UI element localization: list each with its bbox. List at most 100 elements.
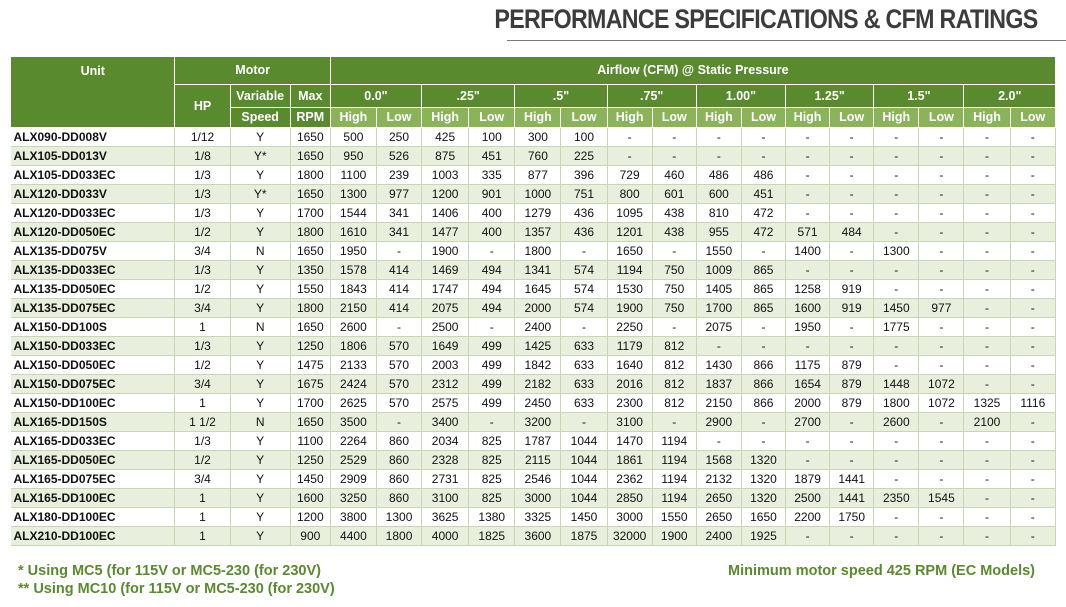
cfm-high-cell: - xyxy=(963,526,1011,546)
unit-cell: ALX120-DD033V xyxy=(10,184,176,204)
cfm-high-cell: - xyxy=(695,127,742,147)
cfm-high-cell: 2003 xyxy=(421,355,470,375)
cfm-low-cell: 919 xyxy=(829,298,875,318)
cfm-low-cell: 633 xyxy=(560,374,608,394)
cfm-high-cell: 1806 xyxy=(329,336,377,356)
cfm-low-cell: 865 xyxy=(740,260,787,280)
cfm-low-cell: 977 xyxy=(918,298,965,318)
cfm-low-cell: - xyxy=(560,412,608,432)
cfm-high-cell: - xyxy=(785,526,831,546)
cfm-low-cell: - xyxy=(651,127,697,147)
cfm-low-cell: 1194 xyxy=(651,450,697,470)
cfm-high-cell: - xyxy=(963,298,1011,318)
cfm-high-cell: 1258 xyxy=(785,279,831,299)
cfm-high-cell: 1300 xyxy=(873,241,920,261)
cfm-high-cell: 2150 xyxy=(695,393,742,413)
cfm-low-cell: 750 xyxy=(651,298,697,318)
cfm-low-cell: 570 xyxy=(375,336,423,356)
cfm-low-cell: - xyxy=(829,241,875,261)
cfm-high-cell: 2450 xyxy=(514,393,562,413)
cfm-low-cell: 901 xyxy=(468,184,516,204)
cfm-low-cell: 436 xyxy=(560,222,608,242)
cfm-high-cell: 2016 xyxy=(606,374,653,394)
cfm-high-cell: 2182 xyxy=(514,374,562,394)
table-row: ALX165-DD100EC 1 Y 1600 3250 860 3100 825 3000 10… xyxy=(10,488,1057,508)
cfm-high-cell: 2250 xyxy=(606,317,653,337)
cfm-high-cell: 2731 xyxy=(421,469,470,489)
table-row: ALX150-DD100S 1 N 1650 2600-2500-2400-2250-2… xyxy=(10,317,1057,337)
max-rpm-cell: 1475 xyxy=(289,355,331,375)
cfm-low-cell: 1072 xyxy=(918,393,965,413)
variable-speed-cell: Y xyxy=(229,488,291,508)
variable-speed-cell: Y xyxy=(229,298,291,318)
cfm-low-cell: 414 xyxy=(375,298,423,318)
cfm-low-cell: - xyxy=(740,317,787,337)
hp-cell: 1/3 xyxy=(174,184,231,204)
cfm-low-cell: 1044 xyxy=(560,450,608,470)
cfm-low-cell: 499 xyxy=(468,374,516,394)
cfm-high-cell: 1000 xyxy=(514,184,562,204)
cfm-low-cell: - xyxy=(1009,260,1057,280)
cfm-low-cell: 860 xyxy=(375,469,423,489)
hp-cell: 1 xyxy=(174,526,231,546)
max-rpm-cell: 1550 xyxy=(289,279,331,299)
cfm-high-cell: - xyxy=(963,146,1011,166)
variable-speed-cell: N xyxy=(229,317,291,337)
cfm-low-cell: - xyxy=(1009,450,1057,470)
cfm-high-cell: 1341 xyxy=(514,260,562,280)
cfm-low-cell: - xyxy=(918,241,965,261)
cfm-low-cell: 451 xyxy=(468,146,516,166)
footnote-min-motor-speed: Minimum motor speed 425 RPM (EC Models) xyxy=(728,563,1035,579)
title-divider xyxy=(507,40,1066,41)
cfm-low-cell: 570 xyxy=(375,374,423,394)
cfm-high-cell: 1645 xyxy=(514,279,562,299)
unit-cell: ALX105-DD033EC xyxy=(10,165,176,185)
hp-cell: 1/2 xyxy=(174,355,231,375)
cfm-high-cell: 1470 xyxy=(606,431,653,451)
table-row: ALX120-DD033V 1/3 Y* 1650 1300 977 1200 901 1000… xyxy=(10,184,1057,204)
variable-speed-cell: Y xyxy=(229,469,291,489)
table-row: ALX120-DD050EC 1/2 Y 1800 1610 341 1477 400 1357… xyxy=(10,222,1057,242)
header-low: Low xyxy=(918,107,965,128)
cfm-low-cell: - xyxy=(829,260,875,280)
variable-speed-cell: Y xyxy=(229,393,291,413)
cfm-high-cell: 2909 xyxy=(329,469,377,489)
cfm-low-cell: - xyxy=(1009,279,1057,299)
cfm-high-cell: 1578 xyxy=(329,260,377,280)
header-pressure: .25" xyxy=(421,84,516,108)
cfm-high-cell: 2000 xyxy=(785,393,831,413)
cfm-low-cell: - xyxy=(740,336,787,356)
cfm-high-cell: 1800 xyxy=(873,393,920,413)
cfm-high-cell: 3500 xyxy=(329,412,377,432)
cfm-high-cell: 2264 xyxy=(329,431,377,451)
unit-cell: ALX135-DD050EC xyxy=(10,279,176,299)
cfm-low-cell: - xyxy=(918,355,965,375)
cfm-low-cell: 825 xyxy=(468,431,516,451)
cfm-high-cell: - xyxy=(695,431,742,451)
cfm-low-cell: - xyxy=(1009,431,1057,451)
cfm-low-cell: - xyxy=(1009,317,1057,337)
cfm-high-cell: 2529 xyxy=(329,450,377,470)
cfm-low-cell: - xyxy=(1009,336,1057,356)
cfm-low-cell: 750 xyxy=(651,279,697,299)
cfm-high-cell: 800 xyxy=(606,184,653,204)
hp-cell: 1/12 xyxy=(174,127,231,147)
cfm-low-cell: - xyxy=(1009,488,1057,508)
cfm-high-cell: - xyxy=(695,336,742,356)
max-rpm-cell: 1450 xyxy=(289,469,331,489)
cfm-high-cell: 1747 xyxy=(421,279,470,299)
cfm-low-cell: - xyxy=(829,526,875,546)
cfm-high-cell: 2133 xyxy=(329,355,377,375)
cfm-low-cell: 812 xyxy=(651,355,697,375)
cfm-high-cell: 571 xyxy=(785,222,831,242)
cfm-high-cell: 1530 xyxy=(606,279,653,299)
cfm-high-cell: 2500 xyxy=(785,488,831,508)
cfm-low-cell: 1320 xyxy=(740,450,787,470)
unit-cell: ALX165-DD075EC xyxy=(10,469,176,489)
header-high: High xyxy=(963,107,1011,128)
cfm-high-cell: - xyxy=(873,203,920,223)
cfm-low-cell: - xyxy=(918,165,965,185)
cfm-high-cell: - xyxy=(963,260,1011,280)
cfm-low-cell: 866 xyxy=(740,393,787,413)
variable-speed-cell: Y xyxy=(229,203,291,223)
